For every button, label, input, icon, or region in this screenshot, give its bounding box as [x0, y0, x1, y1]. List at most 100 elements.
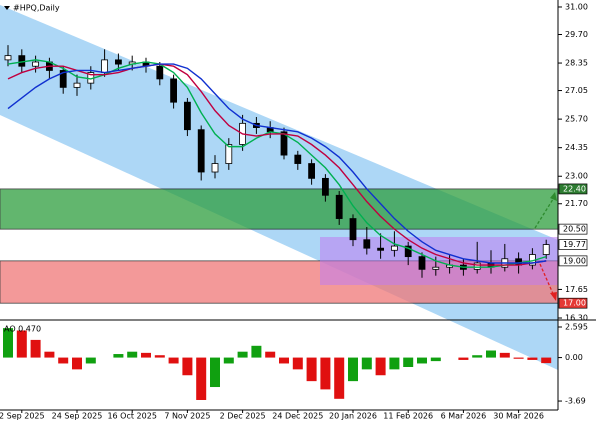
ao-bar — [223, 357, 234, 364]
moving-average — [7, 63, 547, 266]
level-box — [558, 223, 588, 235]
x-tick-label: 30 Mar 2026 — [493, 412, 544, 421]
level-box — [558, 239, 588, 250]
y-tick-label: 29.70 — [565, 30, 588, 39]
ao-bar — [334, 357, 345, 399]
ao-bar — [141, 352, 151, 358]
y-tick-label: 2.595 — [565, 323, 588, 332]
ao-bar — [403, 357, 414, 368]
x-tick-label: 7 Nov 2025 — [164, 412, 210, 421]
candle-body — [170, 78, 178, 103]
axis-layer: 2 Sep 2025 24 Sep 2025 16 Oct 2025 7 Nov 20… — [0, 2, 588, 420]
candle-body — [363, 239, 371, 249]
ao-bar — [154, 355, 165, 358]
candle-body — [32, 61, 39, 67]
ao-bar — [306, 357, 317, 382]
ao-bar — [3, 328, 13, 358]
ao-bar — [58, 357, 69, 364]
ao-bar — [389, 357, 400, 370]
down-arrow — [539, 263, 555, 297]
ao-bar — [279, 357, 289, 364]
moving-average — [7, 59, 547, 268]
level-box — [558, 297, 588, 309]
candle-body — [432, 266, 440, 270]
level-label: 19.77 — [563, 240, 586, 249]
x-tick-label: 11 Feb 2026 — [383, 412, 433, 421]
candle-body — [18, 55, 26, 67]
ao-bar — [486, 350, 496, 358]
range-box — [320, 237, 558, 285]
x-tick-label: 24 Sep 2025 — [52, 412, 103, 421]
level-label: 17.00 — [563, 299, 586, 308]
level-label: 22.40 — [563, 184, 586, 193]
ao-bar — [16, 330, 27, 358]
y-tick-label: 27.05 — [565, 86, 588, 95]
candle-body — [404, 245, 412, 258]
menu-icon[interactable] — [4, 6, 10, 10]
candle-body — [156, 65, 164, 80]
x-tick-label: 6 Mar 2026 — [441, 412, 487, 421]
ao-bar — [182, 357, 193, 376]
indicator-title: AO 0.470 — [4, 325, 41, 334]
candle-body — [211, 163, 219, 173]
x-tick-label: 2 Sep 2025 — [0, 412, 45, 421]
ao-bar — [417, 357, 427, 364]
ao-bar — [472, 355, 483, 358]
y-tick-label: 25.70 — [565, 115, 588, 124]
candle-body — [308, 163, 316, 179]
y-tick-label: 21.70 — [565, 199, 588, 208]
ao-bar — [499, 352, 510, 358]
level-box — [558, 255, 588, 267]
candle-body — [225, 144, 233, 164]
candle-body — [473, 262, 481, 270]
ao-bar — [237, 351, 248, 358]
ao-bar — [527, 357, 538, 360]
chart-title: #HPQ,Daily — [13, 4, 60, 13]
candle-body — [377, 247, 385, 251]
candle-body — [335, 194, 343, 219]
ao-bar — [541, 357, 552, 364]
candle-body — [73, 82, 81, 88]
ao-bar — [210, 357, 220, 388]
candle-body — [115, 59, 122, 65]
ao-bar — [458, 357, 469, 360]
ao-bar — [513, 357, 524, 359]
x-tick-label: 16 Oct 2025 — [107, 412, 156, 421]
y-tick-label: 0.00 — [565, 353, 583, 362]
x-tick-label: 24 Dec 2025 — [272, 412, 323, 421]
down-arrow-head — [550, 292, 557, 301]
y-tick-label: -3.69 — [565, 397, 586, 406]
ao-bar — [113, 354, 124, 358]
y-tick-label: 16.30 — [565, 314, 588, 323]
y-tick-label: 24.35 — [565, 143, 588, 152]
y-tick-label: 17.65 — [565, 285, 588, 294]
zone — [0, 188, 559, 230]
ao-bar — [348, 357, 358, 382]
level-label: 19.00 — [563, 256, 586, 265]
ao-bar — [196, 357, 207, 400]
ao-bar — [85, 357, 96, 364]
ao-bar — [375, 357, 386, 376]
ao-bar — [72, 357, 82, 370]
moving-average — [7, 63, 547, 264]
candle-body — [197, 129, 205, 173]
up-arrow-head — [550, 192, 557, 201]
ao-bar — [265, 351, 276, 358]
y-tick-label: 28.35 — [565, 59, 588, 68]
x-tick-label: 20 Jan 2026 — [329, 412, 377, 421]
candle-body — [294, 154, 302, 164]
ao-bar — [44, 351, 55, 358]
candle-body — [321, 177, 329, 196]
ao-bar — [30, 339, 41, 358]
ao-bar — [361, 357, 372, 370]
ao-bar — [251, 345, 262, 358]
candle-body — [349, 218, 357, 241]
data-layer — [3, 45, 552, 400]
y-tick-label: 23.00 — [565, 172, 588, 181]
candle-body — [542, 244, 550, 255]
ao-bar — [430, 357, 441, 362]
candle-body — [418, 256, 426, 270]
candle-body — [59, 70, 67, 88]
ao-bar — [168, 357, 179, 364]
x-tick-label: 2 Dec 2025 — [220, 412, 266, 421]
